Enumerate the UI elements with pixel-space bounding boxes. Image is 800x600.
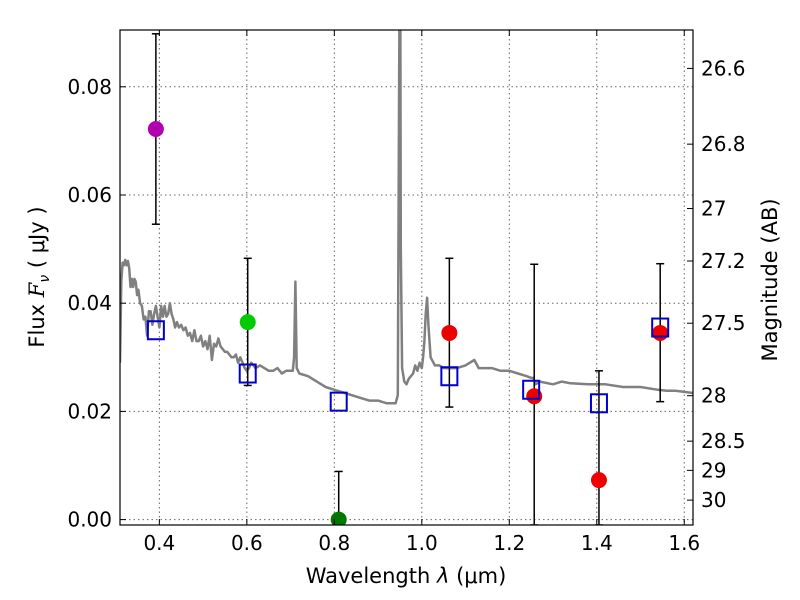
y2-tick-label: 28 (701, 384, 726, 408)
observed-points (147, 121, 669, 525)
y2-tick-label: 28.5 (701, 429, 746, 453)
y2-axis-label: Magnitude (AB) (758, 198, 782, 361)
y-axis-label-prefix: Flux (25, 297, 49, 347)
x-axis-label-suffix: (μm) (449, 564, 506, 588)
model-flux-square (440, 366, 459, 387)
y-tick-label: 0.00 (67, 508, 112, 532)
observed-point (147, 121, 164, 137)
y-axis-label-subscript: ν (37, 275, 53, 283)
model-flux-square (522, 379, 541, 400)
model-flux-square (238, 363, 257, 384)
x-tick-label: 0.4 (143, 531, 175, 555)
observed-point (590, 472, 607, 489)
model-fluxes (146, 317, 670, 414)
grid (120, 30, 693, 525)
observed-point (239, 314, 256, 331)
observed-point (441, 324, 458, 341)
observed-point (652, 324, 669, 341)
x-tick-label: 0.8 (318, 531, 350, 555)
y-axis-label-suffix: ( μJy ) (25, 206, 49, 274)
y-axis-label-symbol: F (25, 281, 49, 298)
y2-tick-label: 26.8 (701, 132, 746, 156)
y2-tick-label: 26.6 (701, 56, 746, 80)
x-axis-label: Wavelength λ (μm) (306, 564, 507, 588)
x-tick-label: 1.0 (406, 531, 438, 555)
plot-frame (119, 29, 694, 526)
y2-tick-label: 27 (701, 197, 726, 221)
y-axis-label: Flux Fν ( μJy ) (25, 206, 53, 347)
template-sed (120, 30, 693, 405)
y-tick-label: 0.02 (67, 399, 112, 423)
y2-tick-label: 27.5 (701, 311, 746, 335)
y2-tick-label: 27.2 (701, 249, 746, 273)
y-tick-label: 0.08 (67, 75, 112, 99)
model-flux-square (651, 317, 670, 338)
model-flux-square (589, 393, 608, 414)
error-bars (151, 33, 665, 525)
x-tick-label: 1.6 (668, 531, 700, 555)
model-flux-square (146, 320, 165, 341)
x-axis-label-symbol: λ (436, 564, 449, 588)
x-tick-label: 1.4 (581, 531, 613, 555)
x-axis-label-prefix: Wavelength (306, 564, 437, 588)
y2-tick-label: 30 (701, 488, 726, 512)
model-flux-square (329, 391, 348, 412)
y2-tick-label: 29 (701, 458, 726, 482)
x-tick-label: 0.6 (231, 531, 263, 555)
x-tick-label: 1.2 (493, 531, 525, 555)
y-tick-label: 0.06 (67, 183, 112, 207)
y-tick-label: 0.04 (67, 291, 112, 315)
axis-ticks: 0.4 0.6 0.8 1.0 1.2 1.4 1.6 0.00 0.02 0.04 0.06 0.0… (67, 30, 746, 555)
template-sed-line (120, 30, 693, 405)
